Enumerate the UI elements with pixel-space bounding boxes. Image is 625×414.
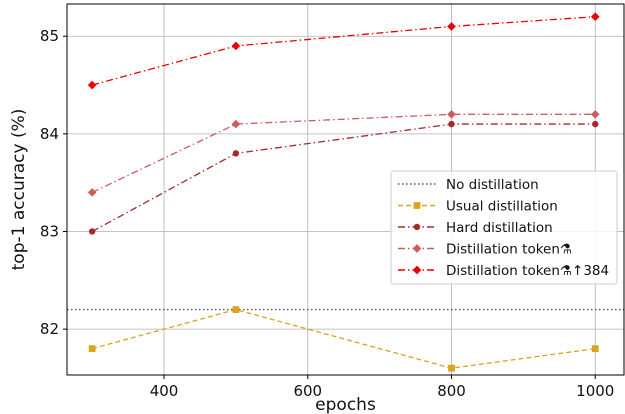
data-point [87, 80, 97, 90]
data-point [88, 228, 96, 235]
legend-entry-label: Distillation token⚗↑384 [446, 263, 609, 279]
legend-marker [412, 244, 422, 253]
data-point [592, 120, 599, 128]
data-point [447, 110, 456, 119]
series-line [91, 123, 596, 233]
series-layer [67, 12, 624, 372]
series-line [91, 308, 596, 369]
series-3 [87, 110, 600, 197]
y-tick-label: 84 [40, 125, 59, 143]
series-line [91, 113, 596, 194]
data-point [232, 150, 240, 157]
y-axis-label: top-1 accuracy (%) [9, 109, 29, 271]
data-point [590, 110, 600, 119]
data-point [447, 22, 456, 31]
x-axis-label: epochs [315, 395, 376, 414]
x-tick-label: 600 [293, 382, 322, 400]
tick-labels: 400 600 800 1000 82 83 84 85 [40, 27, 614, 400]
legend-marker [413, 223, 421, 231]
legend-entry-label: Hard distillation [446, 220, 553, 236]
data-point [591, 345, 599, 353]
plot-frame [66, 3, 625, 376]
series-1 [88, 306, 599, 372]
data-point [231, 41, 241, 51]
grid [67, 4, 624, 375]
legend: No distillation Usual distillation Hard di… [390, 170, 618, 285]
y-tick-label: 85 [40, 27, 59, 45]
legend-marker [413, 202, 421, 209]
data-point [448, 120, 455, 128]
data-point [231, 119, 241, 129]
legend-entry-label: Distillation token⚗ [446, 242, 572, 258]
y-tick-label: 82 [40, 320, 59, 338]
data-point [88, 345, 96, 353]
data-point [590, 12, 600, 22]
x-tick-label: 400 [150, 382, 179, 400]
legend-entry-label: Usual distillation [446, 199, 558, 215]
x-tick-label: 800 [437, 382, 466, 400]
data-point [448, 364, 455, 372]
data-point [232, 306, 240, 313]
series-line [91, 16, 596, 86]
legend-box [390, 170, 618, 285]
x-tick-label: 1000 [576, 382, 614, 400]
legend-marker [412, 265, 422, 275]
y-tick-label: 83 [40, 222, 59, 240]
series-2 [88, 120, 599, 235]
legend-entry-label: No distillation [446, 177, 539, 193]
series-4 [87, 12, 600, 90]
data-point [87, 188, 97, 197]
